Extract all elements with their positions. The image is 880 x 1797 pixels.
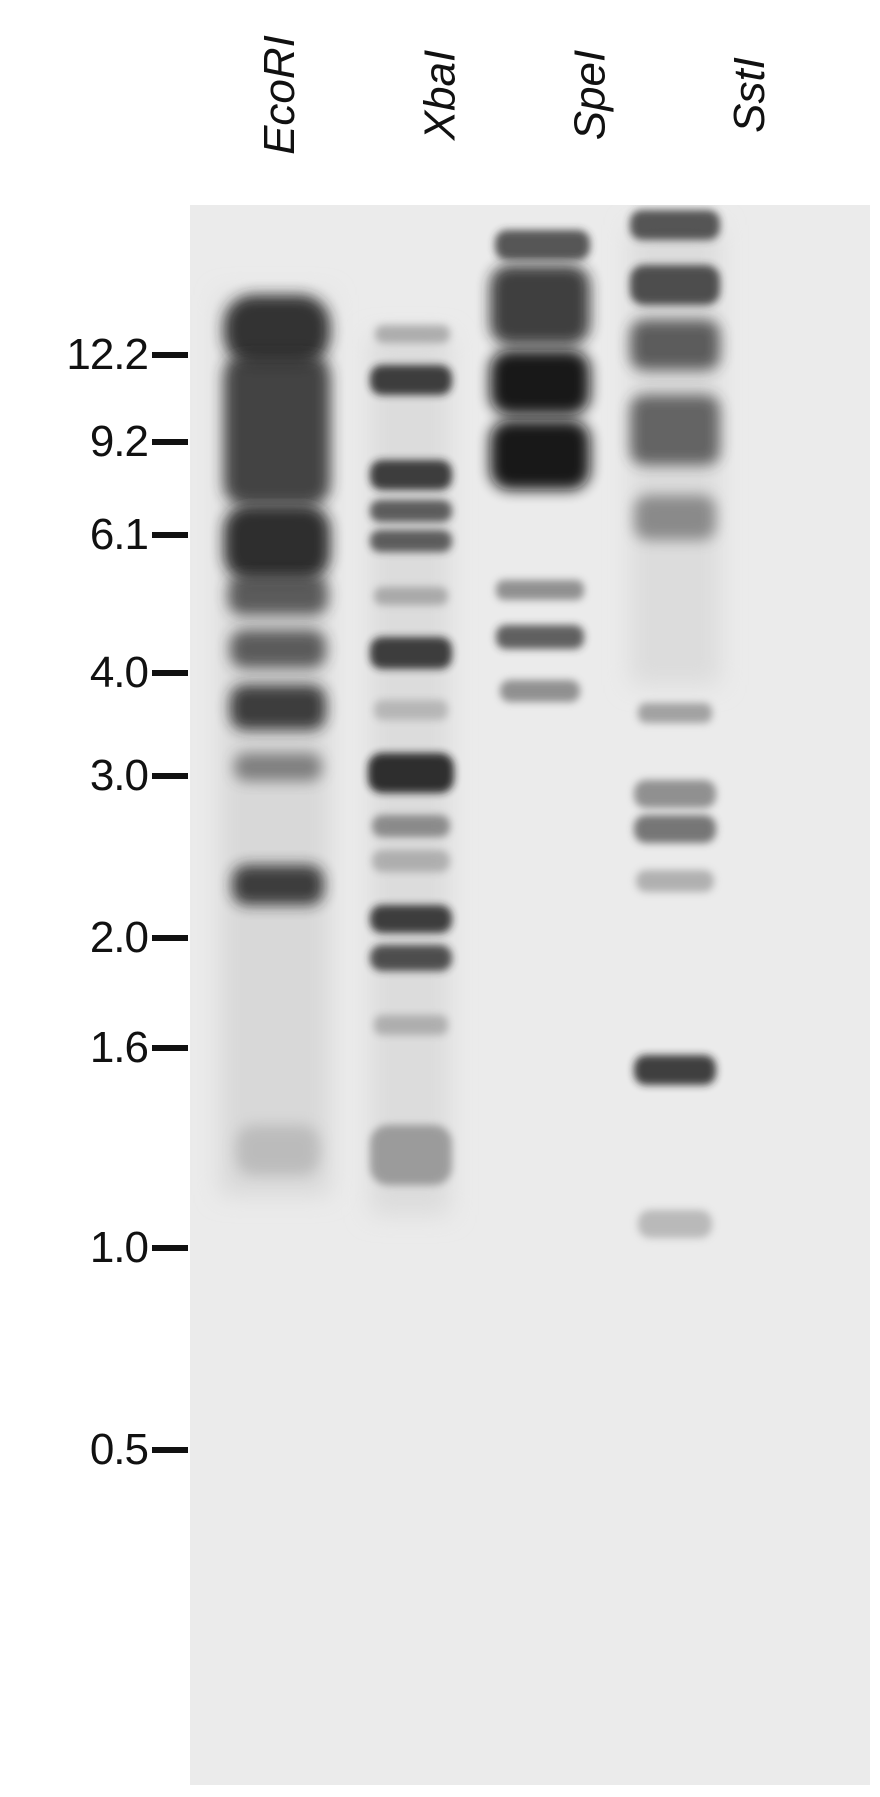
lane-label-ecori: EcoRI [250,20,310,170]
size-marker: 6.1 [0,510,188,559]
size-marker-label: 6.1 [89,510,149,559]
size-marker-tick [152,773,188,779]
size-marker-tick [152,670,188,676]
size-marker: 3.0 [0,751,188,800]
size-marker: 2.0 [0,913,188,962]
lane-spei [490,230,590,702]
lane-label-spei: SpeI [560,20,620,170]
lane-xbai [368,325,454,1215]
lane-label-ssti: SstI [720,20,780,170]
size-marker-tick [152,1245,188,1251]
lane-label-spei-text: SpeI [565,49,615,141]
size-marker-label: 3.0 [89,751,149,800]
lane-ecori [220,295,330,1195]
size-marker: 0.5 [0,1425,188,1474]
size-marker-label: 1.0 [89,1223,149,1272]
size-marker-tick [152,532,188,538]
gel-image [190,205,870,1785]
size-marker: 9.2 [0,417,188,466]
size-marker: 12.2 [0,330,188,379]
size-marker: 4.0 [0,648,188,697]
lane-label-xbai: XbaI [410,20,470,170]
size-marker-label: 2.0 [89,913,149,962]
size-marker-label: 0.5 [89,1425,149,1474]
size-marker-tick [152,352,188,358]
size-marker: 1.0 [0,1223,188,1272]
lane-label-xbai-text: XbaI [415,49,465,141]
size-marker-label: 12.2 [66,330,149,379]
lane-label-ecori-text: EcoRI [255,35,305,155]
size-marker: 1.6 [0,1023,188,1072]
size-marker-tick [152,439,188,445]
size-marker-label: 1.6 [89,1023,149,1072]
lane-label-ssti-text: SstI [725,57,775,133]
size-marker-tick [152,935,188,941]
size-marker-label: 4.0 [89,648,149,697]
size-marker-tick [152,1045,188,1051]
size-marker-tick [152,1447,188,1453]
size-marker-label: 9.2 [89,417,149,466]
lane-ssti [630,210,720,1238]
